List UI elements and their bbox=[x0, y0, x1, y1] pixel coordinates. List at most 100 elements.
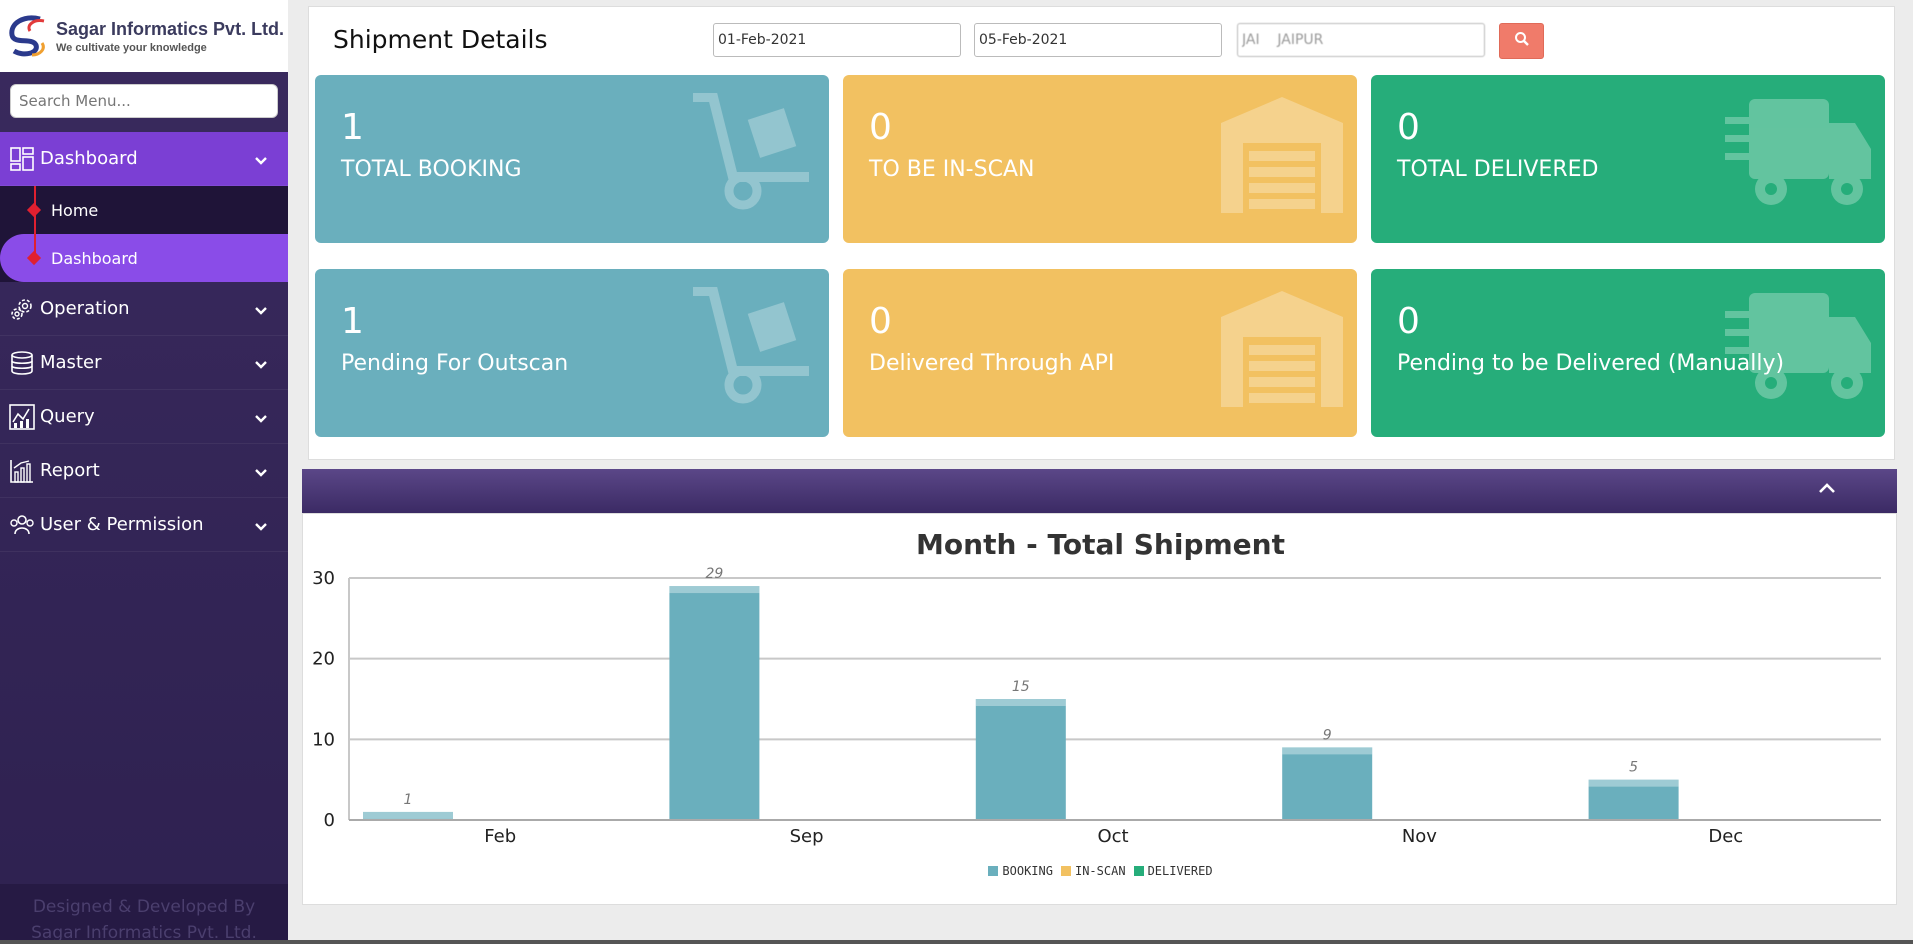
sidebar-subitem-home[interactable]: Home bbox=[0, 186, 288, 234]
card-pending-outscan[interactable]: 1 Pending For Outscan bbox=[315, 269, 829, 437]
sidebar-subitem-dashboard[interactable]: Dashboard bbox=[0, 234, 288, 282]
data-label: 29 bbox=[705, 566, 723, 582]
page-title: Shipment Details bbox=[333, 25, 548, 54]
data-label: 9 bbox=[1323, 727, 1332, 743]
card-label: TOTAL BOOKING bbox=[341, 157, 522, 182]
bar-highlight bbox=[1588, 779, 1679, 787]
sidebar-subitem-label: Dashboard bbox=[51, 248, 138, 268]
footer-line-2: Sagar Informatics Pvt. Ltd. bbox=[31, 923, 257, 943]
card-label: TOTAL DELIVERED bbox=[1397, 157, 1599, 182]
bar-highlight bbox=[975, 699, 1066, 706]
search-icon bbox=[1514, 31, 1530, 52]
card-label: TO BE IN-SCAN bbox=[869, 157, 1035, 182]
legend-item[interactable]: IN-SCAN bbox=[1060, 864, 1126, 878]
warehouse-icon bbox=[1217, 93, 1347, 218]
data-label: 5 bbox=[1629, 760, 1638, 776]
legend-swatch bbox=[1060, 866, 1071, 876]
search-button[interactable] bbox=[1499, 23, 1544, 59]
chevron-down-icon bbox=[254, 462, 268, 483]
chevron-down-icon bbox=[254, 408, 268, 429]
menu-search-input[interactable] bbox=[10, 84, 278, 118]
y-tick-label: 0 bbox=[324, 810, 335, 831]
brand-tagline: We cultivate your knowledge bbox=[56, 41, 207, 54]
sidebar-item-report[interactable]: Report bbox=[0, 444, 288, 498]
card-pending-delivered-manually[interactable]: 0 Pending to be Delivered (Manually) bbox=[1371, 269, 1885, 437]
bar-booking bbox=[669, 586, 760, 820]
x-tick-label: Oct bbox=[1097, 826, 1128, 847]
from-date-input[interactable] bbox=[713, 23, 961, 57]
bar-report-icon bbox=[8, 457, 36, 485]
sidebar-item-label: Operation bbox=[40, 298, 130, 319]
card-label: Delivered Through API bbox=[869, 351, 1115, 376]
card-value: 0 bbox=[1397, 301, 1420, 342]
card-total-booking[interactable]: 1 TOTAL BOOKING bbox=[315, 75, 829, 243]
menu-search-wrap bbox=[0, 72, 288, 118]
sidebar-item-label: User & Permission bbox=[40, 514, 204, 535]
card-value: 0 bbox=[869, 301, 892, 342]
legend-label: IN-SCAN bbox=[1074, 864, 1126, 878]
chevron-up-icon bbox=[254, 150, 268, 171]
chart-legend: BOOKING IN-SCAN DELIVERED bbox=[303, 864, 1898, 878]
chevron-down-icon bbox=[254, 300, 268, 321]
brand[interactable]: Sagar Informatics Pvt. Ltd. We cultivate… bbox=[0, 0, 288, 72]
card-value: 0 bbox=[1397, 107, 1420, 148]
y-tick-label: 20 bbox=[312, 649, 335, 670]
bar-chart: 0 10 20 30 Feb Sep Oct Nov Dec 1 29 15 9 5 bbox=[312, 566, 1881, 847]
chart-query-icon bbox=[8, 403, 36, 431]
sidebar-item-user-permission[interactable]: User & Permission bbox=[0, 498, 288, 552]
shipment-details-panel: Shipment Details 1 TOTAL BOOKING 0 TO BE… bbox=[308, 6, 1895, 460]
truck-icon bbox=[1725, 287, 1875, 412]
gears-icon bbox=[8, 295, 36, 323]
x-tick-label: Nov bbox=[1402, 826, 1437, 847]
card-value: 0 bbox=[869, 107, 892, 148]
sidebar-item-label: Dashboard bbox=[40, 148, 138, 169]
sidebar: Sagar Informatics Pvt. Ltd. We cultivate… bbox=[0, 0, 288, 944]
data-label: 15 bbox=[1012, 679, 1030, 695]
to-date-input[interactable] bbox=[974, 23, 1222, 57]
tree-node-icon bbox=[26, 202, 42, 218]
footer-line-1: Designed & Developed By bbox=[32, 897, 256, 917]
sidebar-item-query[interactable]: Query bbox=[0, 390, 288, 444]
dashboard-submenu: Home Dashboard bbox=[0, 186, 288, 282]
bar-booking bbox=[363, 811, 453, 820]
bar-booking bbox=[975, 699, 1066, 820]
bar-highlight bbox=[363, 811, 453, 819]
horizontal-scrollbar[interactable] bbox=[0, 940, 1913, 944]
tree-line bbox=[34, 234, 36, 258]
chart-collapse-bar bbox=[302, 469, 1897, 513]
bar-highlight bbox=[1282, 747, 1373, 755]
sidebar-subitem-label: Home bbox=[51, 200, 99, 220]
data-label: 1 bbox=[404, 792, 413, 808]
legend-label: BOOKING bbox=[1002, 864, 1053, 878]
x-tick-label: Sep bbox=[790, 826, 824, 847]
sidebar-item-master[interactable]: Master bbox=[0, 336, 288, 390]
card-delivered-through-api[interactable]: 0 Delivered Through API bbox=[843, 269, 1357, 437]
sidebar-item-label: Query bbox=[40, 406, 95, 427]
card-value: 1 bbox=[341, 301, 364, 342]
card-label: Pending For Outscan bbox=[341, 351, 569, 376]
bar-highlight bbox=[669, 586, 760, 594]
bar-booking bbox=[1282, 747, 1373, 820]
sidebar-item-operation[interactable]: Operation bbox=[0, 282, 288, 336]
warehouse-icon bbox=[1217, 287, 1347, 412]
branch-input[interactable] bbox=[1237, 23, 1485, 57]
trolley-icon bbox=[689, 92, 819, 218]
card-total-delivered[interactable]: 0 TOTAL DELIVERED bbox=[1371, 75, 1885, 243]
sidebar-item-dashboard[interactable]: Dashboard bbox=[0, 132, 288, 186]
legend-item[interactable]: BOOKING bbox=[988, 864, 1053, 878]
card-label: Pending to be Delivered (Manually) bbox=[1397, 351, 1785, 376]
legend-label: DELIVERED bbox=[1147, 864, 1213, 878]
bar-booking bbox=[1588, 779, 1679, 820]
truck-icon bbox=[1725, 93, 1875, 218]
x-tick-label: Feb bbox=[484, 826, 516, 847]
logo-icon bbox=[6, 13, 52, 59]
users-icon bbox=[8, 511, 36, 539]
chevron-up-icon[interactable] bbox=[1817, 481, 1837, 500]
legend-swatch bbox=[1133, 866, 1144, 876]
card-value: 1 bbox=[341, 107, 364, 148]
card-to-be-in-scan[interactable]: 0 TO BE IN-SCAN bbox=[843, 75, 1357, 243]
legend-item[interactable]: DELIVERED bbox=[1133, 864, 1213, 878]
chevron-down-icon bbox=[254, 354, 268, 375]
chart-title: Month - Total Shipment bbox=[916, 528, 1285, 561]
